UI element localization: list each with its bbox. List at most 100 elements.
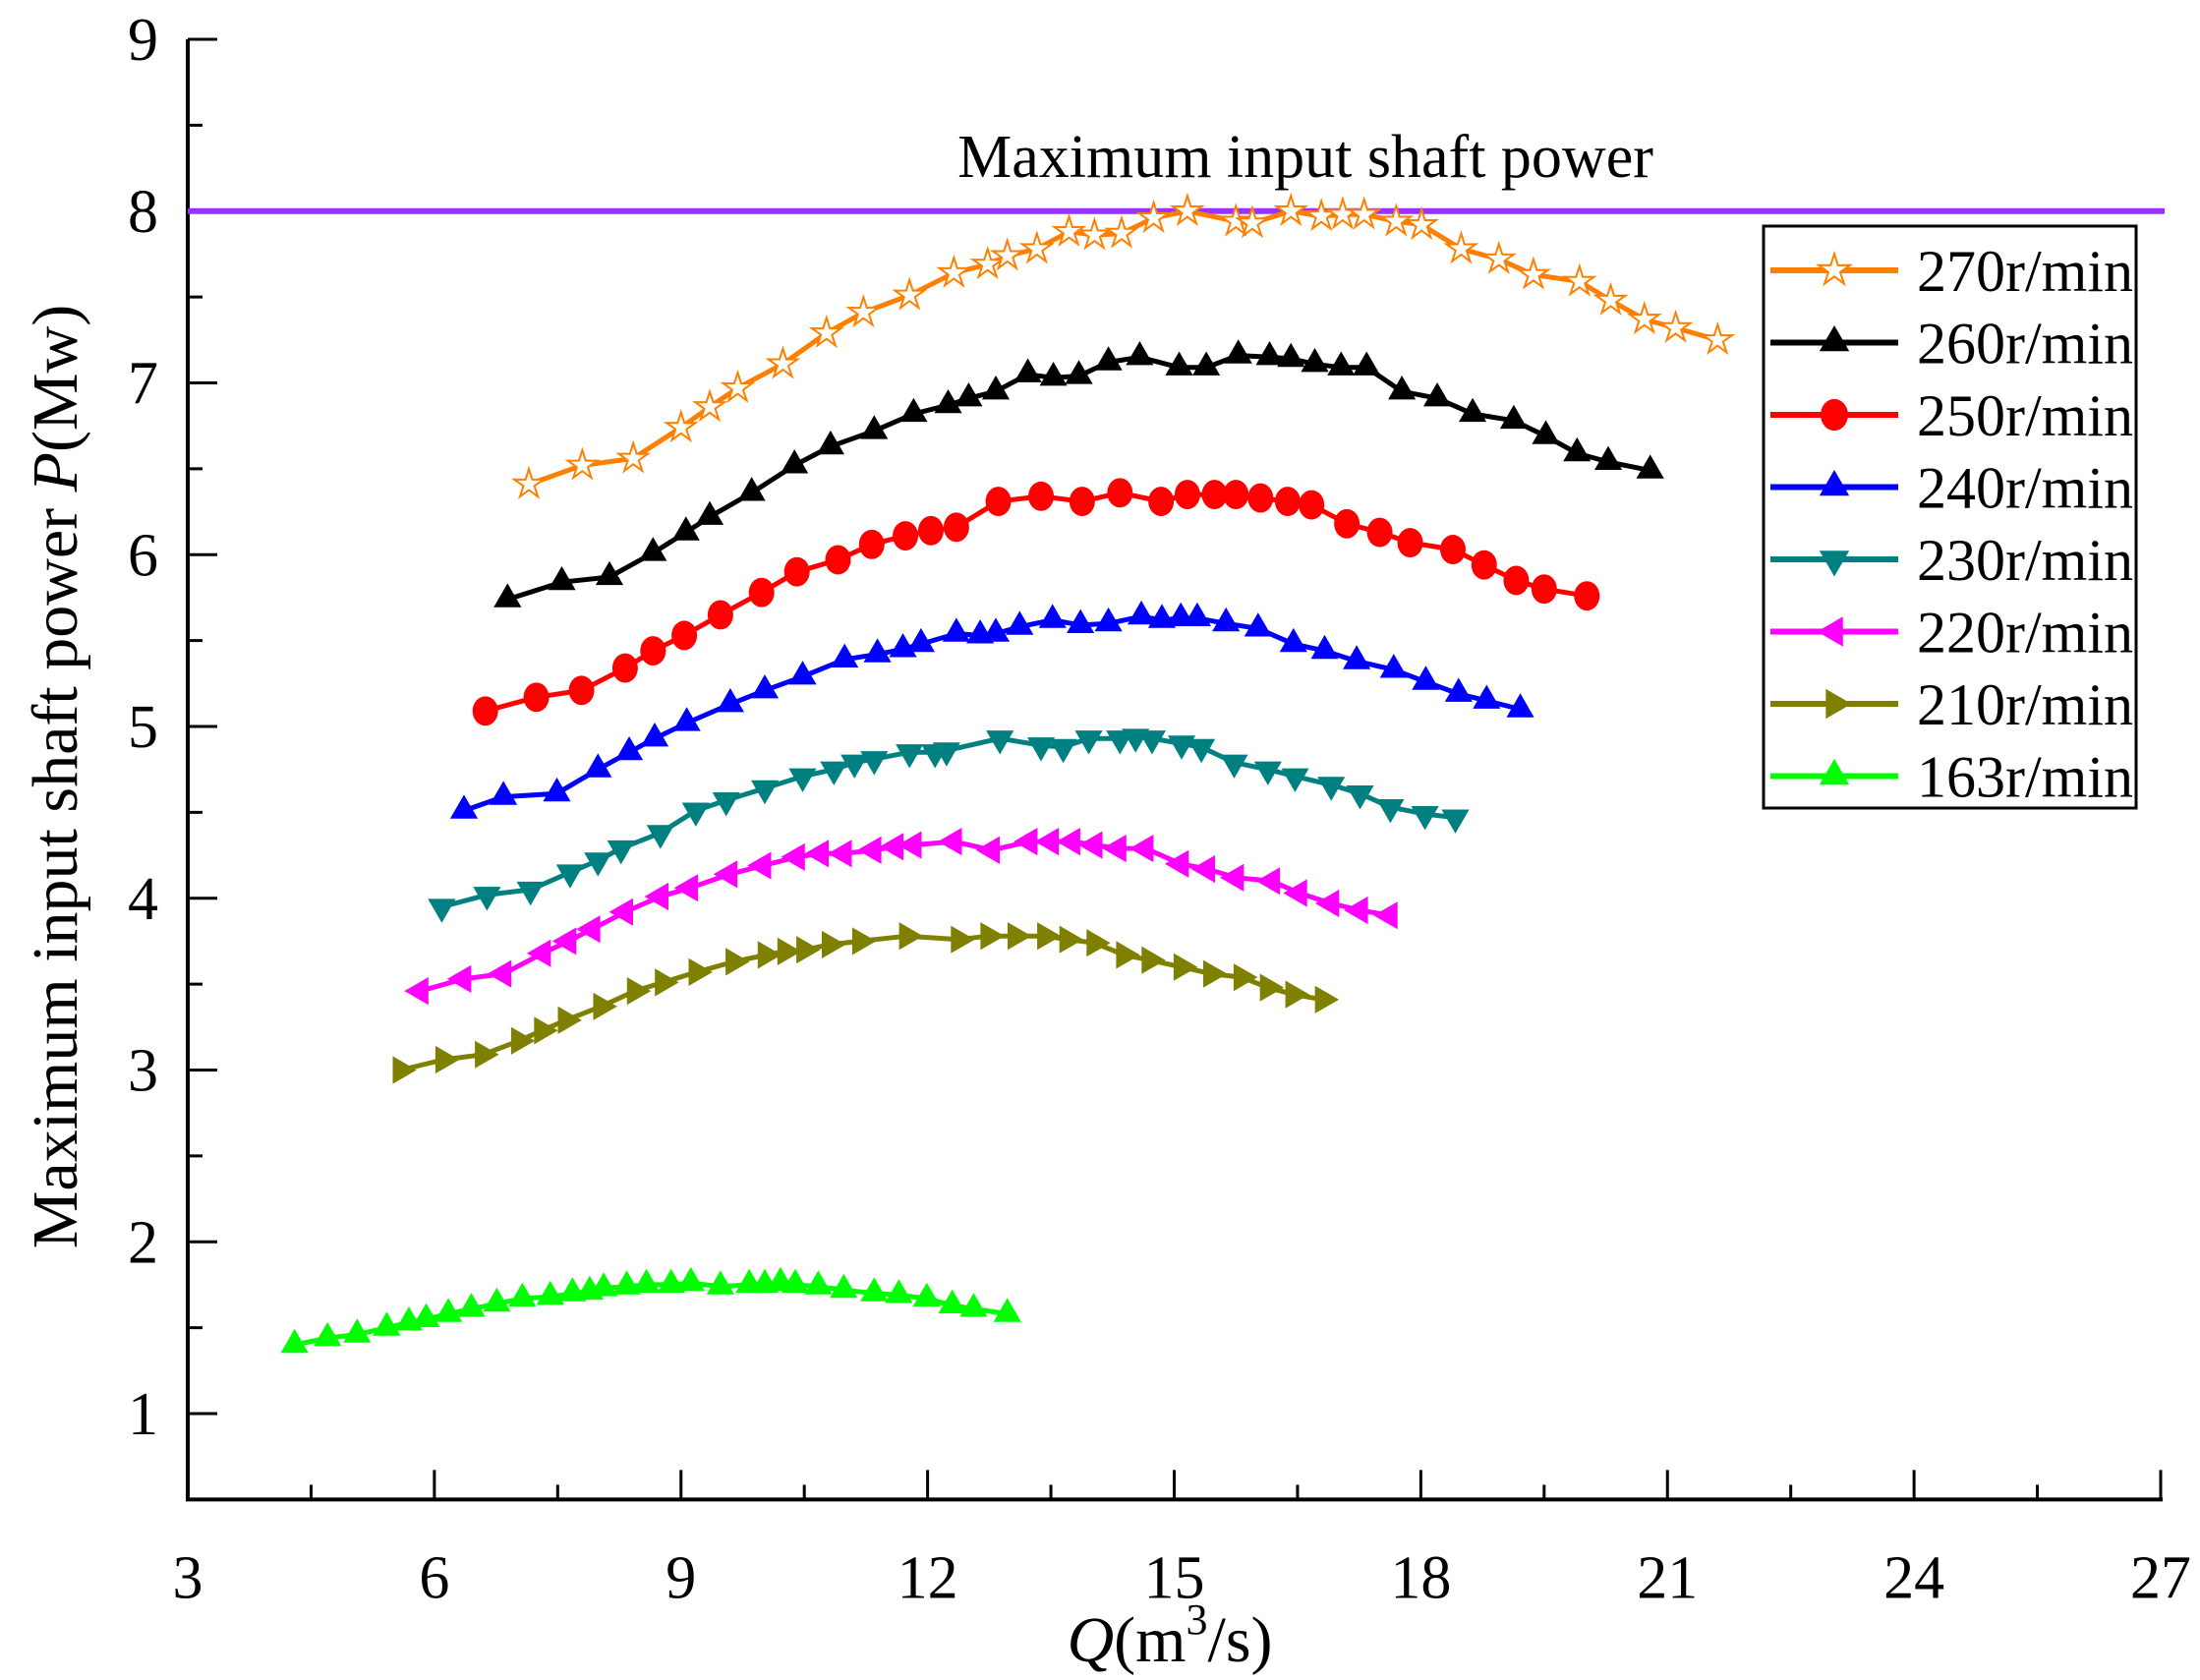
triangle-up-marker bbox=[1183, 602, 1211, 626]
x-axis-title: Q(m3/s) bbox=[1068, 1595, 1273, 1676]
star-marker bbox=[1480, 240, 1517, 275]
star-marker bbox=[936, 254, 972, 289]
triangle-down-marker bbox=[1187, 738, 1216, 764]
triangle-up-marker bbox=[584, 753, 612, 778]
circle-marker bbox=[1531, 574, 1557, 605]
triangle-left-marker bbox=[1102, 835, 1127, 863]
triangle-up-marker bbox=[639, 537, 667, 561]
triangle-left-marker bbox=[644, 882, 668, 911]
triangle-up-marker bbox=[1412, 666, 1440, 690]
triangle-right-marker bbox=[392, 1056, 417, 1084]
legend-item: 163r/min bbox=[1770, 745, 2133, 810]
triangle-up-marker bbox=[706, 1270, 734, 1295]
triangle-down-marker bbox=[428, 898, 456, 923]
star-marker bbox=[989, 237, 1025, 271]
circle-marker bbox=[1503, 565, 1530, 596]
triangle-right-marker bbox=[951, 925, 975, 954]
legend-box bbox=[1762, 224, 2138, 810]
triangle-down-marker bbox=[712, 792, 740, 817]
triangle-up-marker bbox=[1532, 420, 1560, 444]
circle-marker bbox=[1471, 550, 1497, 580]
x-axis-title-unit: (m bbox=[1114, 1604, 1186, 1676]
legend-label: 260r/min bbox=[1917, 312, 2133, 377]
triangle-up-marker bbox=[1388, 376, 1417, 400]
circle-marker bbox=[783, 556, 810, 587]
triangle-up-marker bbox=[457, 1293, 486, 1317]
x-tick-label: 21 bbox=[1637, 1544, 1698, 1611]
triangle-left-marker bbox=[1164, 849, 1189, 878]
series-270r-min bbox=[511, 192, 1736, 499]
legend-item: 220r/min bbox=[1770, 601, 2133, 666]
triangle-left-marker bbox=[576, 915, 601, 944]
triangle-right-marker bbox=[822, 930, 846, 958]
triangle-left-marker bbox=[673, 874, 699, 902]
series-250r-min bbox=[472, 478, 1600, 726]
triangle-up-marker bbox=[737, 477, 766, 501]
triangle-down-marker bbox=[1346, 785, 1374, 810]
triangle-down-marker bbox=[788, 768, 817, 792]
triangle-left-marker bbox=[1817, 616, 1843, 647]
triangle-down-marker bbox=[1411, 806, 1439, 831]
triangle-down-marker bbox=[1027, 737, 1056, 762]
triangle-up-marker bbox=[1255, 341, 1284, 366]
circle-marker bbox=[1821, 398, 1848, 432]
star-marker bbox=[663, 408, 699, 443]
star-marker bbox=[1592, 281, 1629, 316]
triangle-down-marker bbox=[860, 751, 889, 776]
circle-marker bbox=[640, 636, 666, 666]
triangle-up-marker bbox=[1423, 382, 1452, 407]
series-line bbox=[463, 613, 1522, 813]
triangle-left-marker bbox=[879, 833, 904, 861]
series-210r-min bbox=[392, 922, 1340, 1084]
triangle-left-marker bbox=[1056, 828, 1080, 856]
triangle-right-marker bbox=[626, 977, 652, 1006]
legend-label: 220r/min bbox=[1917, 601, 2133, 666]
triangle-up-marker bbox=[955, 382, 983, 407]
triangle-left-marker bbox=[713, 860, 738, 889]
triangle-down-marker bbox=[840, 754, 869, 779]
triangle-up-marker bbox=[1343, 645, 1371, 669]
circle-marker bbox=[1174, 480, 1200, 510]
series-group bbox=[280, 192, 1736, 1354]
triangle-up-marker bbox=[412, 1303, 440, 1327]
triangle-up-marker bbox=[1013, 358, 1042, 382]
triangle-right-marker bbox=[757, 941, 782, 969]
triangle-up-marker bbox=[912, 1282, 941, 1306]
triangle-left-marker bbox=[1344, 896, 1368, 925]
triangle-left-marker bbox=[1034, 828, 1060, 856]
triangle-down-marker bbox=[1137, 730, 1166, 755]
triangle-up-marker bbox=[1506, 693, 1534, 718]
triangle-up-marker bbox=[1126, 341, 1154, 366]
x-tick-label: 15 bbox=[1144, 1544, 1205, 1611]
triangle-down-marker bbox=[1074, 730, 1103, 755]
triangle-down-marker bbox=[1281, 768, 1309, 792]
y-tick-label: 9 bbox=[128, 7, 158, 74]
triangle-right-marker bbox=[796, 936, 821, 964]
triangle-right-marker bbox=[593, 992, 617, 1020]
triangle-left-marker bbox=[1220, 863, 1245, 892]
star-marker bbox=[1018, 230, 1055, 264]
triangle-up-marker bbox=[676, 1266, 705, 1292]
triangle-up-marker bbox=[982, 376, 1011, 400]
circle-marker bbox=[858, 529, 885, 559]
triangle-up-marker bbox=[860, 1277, 889, 1302]
triangle-up-marker bbox=[1067, 608, 1095, 633]
legend-label: 210r/min bbox=[1917, 672, 2133, 737]
star-marker bbox=[1700, 320, 1736, 356]
triangle-up-marker bbox=[959, 1293, 988, 1317]
circle-marker bbox=[1148, 487, 1175, 517]
triangle-up-marker bbox=[1065, 360, 1093, 384]
circle-marker bbox=[1201, 480, 1228, 510]
triangle-right-marker bbox=[1141, 946, 1166, 974]
triangle-right-marker bbox=[1314, 985, 1340, 1014]
triangle-up-marker bbox=[490, 781, 518, 805]
circle-marker bbox=[1439, 535, 1466, 564]
triangle-up-marker bbox=[885, 1279, 913, 1303]
triangle-up-marker bbox=[1301, 348, 1329, 373]
circle-marker bbox=[1366, 517, 1393, 548]
star-marker bbox=[1103, 214, 1139, 249]
triangle-down-marker bbox=[584, 852, 612, 877]
triangle-left-marker bbox=[527, 939, 551, 967]
star-marker bbox=[1626, 300, 1662, 335]
